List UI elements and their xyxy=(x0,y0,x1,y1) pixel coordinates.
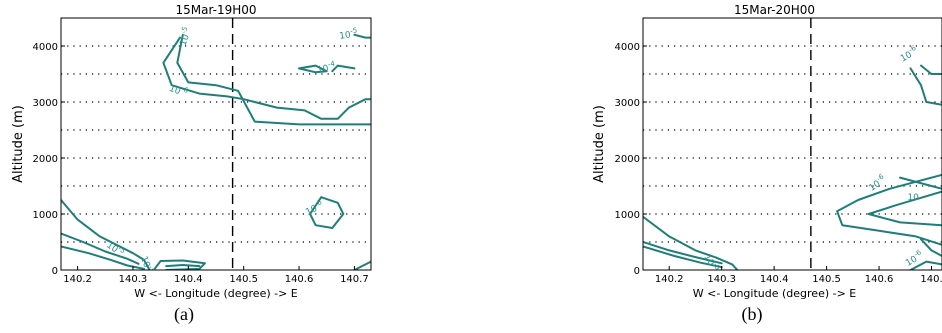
contour-line xyxy=(643,245,723,269)
y-tick-label: 1000 xyxy=(33,210,58,221)
contour-line xyxy=(899,176,942,190)
x-tick-label: 140.6 xyxy=(865,274,894,285)
contour-line xyxy=(353,33,371,39)
contour-line xyxy=(643,215,739,270)
contour-line xyxy=(353,260,371,270)
contour-line xyxy=(331,64,356,73)
contour-line xyxy=(309,196,345,229)
x-axis-label: W <- Longitude (degree) -> E xyxy=(693,287,857,300)
contour-line xyxy=(920,238,942,257)
contour-line xyxy=(154,259,206,270)
contour-line xyxy=(836,173,942,246)
y-tick-label: 3000 xyxy=(33,98,58,109)
y-tick-label: 2000 xyxy=(33,154,58,165)
contour-label: 10-6 xyxy=(903,248,926,269)
plot-frame xyxy=(60,17,372,271)
x-tick-label: 140. xyxy=(920,274,942,285)
x-tick-label: 140.4 xyxy=(760,274,789,285)
x-tick-label: 140.2 xyxy=(655,274,684,285)
panel-caption: (b) xyxy=(742,304,763,325)
contour-label: 10-6 xyxy=(898,44,921,65)
contour-label: 10-6 xyxy=(303,198,326,218)
contour-line xyxy=(61,199,151,270)
x-tick-label: 140.3 xyxy=(707,274,736,285)
x-tick-label: 140.3 xyxy=(119,274,148,285)
y-tick-label: 4000 xyxy=(615,42,640,53)
y-axis-label: Altitude (m) xyxy=(11,105,26,183)
contour-line xyxy=(909,260,942,270)
contour-label: 10-6 xyxy=(701,251,722,274)
panel-caption: (a) xyxy=(174,304,194,325)
y-tick-label: 0 xyxy=(52,266,58,277)
x-tick-label: 140.5 xyxy=(812,274,841,285)
contour-line xyxy=(298,64,328,74)
y-axis-label: Altitude (m) xyxy=(592,105,607,183)
x-tick-label: 140.2 xyxy=(63,274,92,285)
chart-title: 15Mar-20H00 xyxy=(734,3,815,17)
contour-line xyxy=(61,232,140,265)
y-tick-label: 0 xyxy=(634,266,640,277)
x-tick-label: 140.4 xyxy=(174,274,203,285)
x-axis-label: W <- Longitude (degree) -> E xyxy=(134,287,298,300)
contour-line xyxy=(643,241,723,265)
contour-line xyxy=(920,64,942,75)
y-tick-label: 1000 xyxy=(615,210,640,221)
contour-label: 10-6 xyxy=(168,81,190,100)
contour-line xyxy=(867,190,942,227)
x-tick-label: 140.6 xyxy=(285,274,314,285)
x-tick-label: 140.7 xyxy=(340,274,369,285)
contour-line xyxy=(162,36,371,120)
y-tick-label: 4000 xyxy=(33,42,58,53)
plot-frame xyxy=(642,17,942,271)
plot-area: 10-510-510-410-610-610-510-5 xyxy=(61,18,371,276)
contour-line xyxy=(909,67,942,106)
contour-line xyxy=(165,264,201,268)
contour-label: 10-4 xyxy=(316,60,337,76)
y-tick-label: 2000 xyxy=(615,154,640,165)
contour-label: 10 xyxy=(907,193,919,203)
x-tick-label: 140.5 xyxy=(229,274,258,285)
contour-label: 10-5 xyxy=(138,254,157,276)
chart-title: 15Mar-19H00 xyxy=(175,3,256,17)
contour-label: 10-5 xyxy=(176,26,195,48)
y-tick-label: 3000 xyxy=(615,98,640,109)
contour-line xyxy=(176,33,371,126)
contour-label: 10-5 xyxy=(338,26,358,41)
